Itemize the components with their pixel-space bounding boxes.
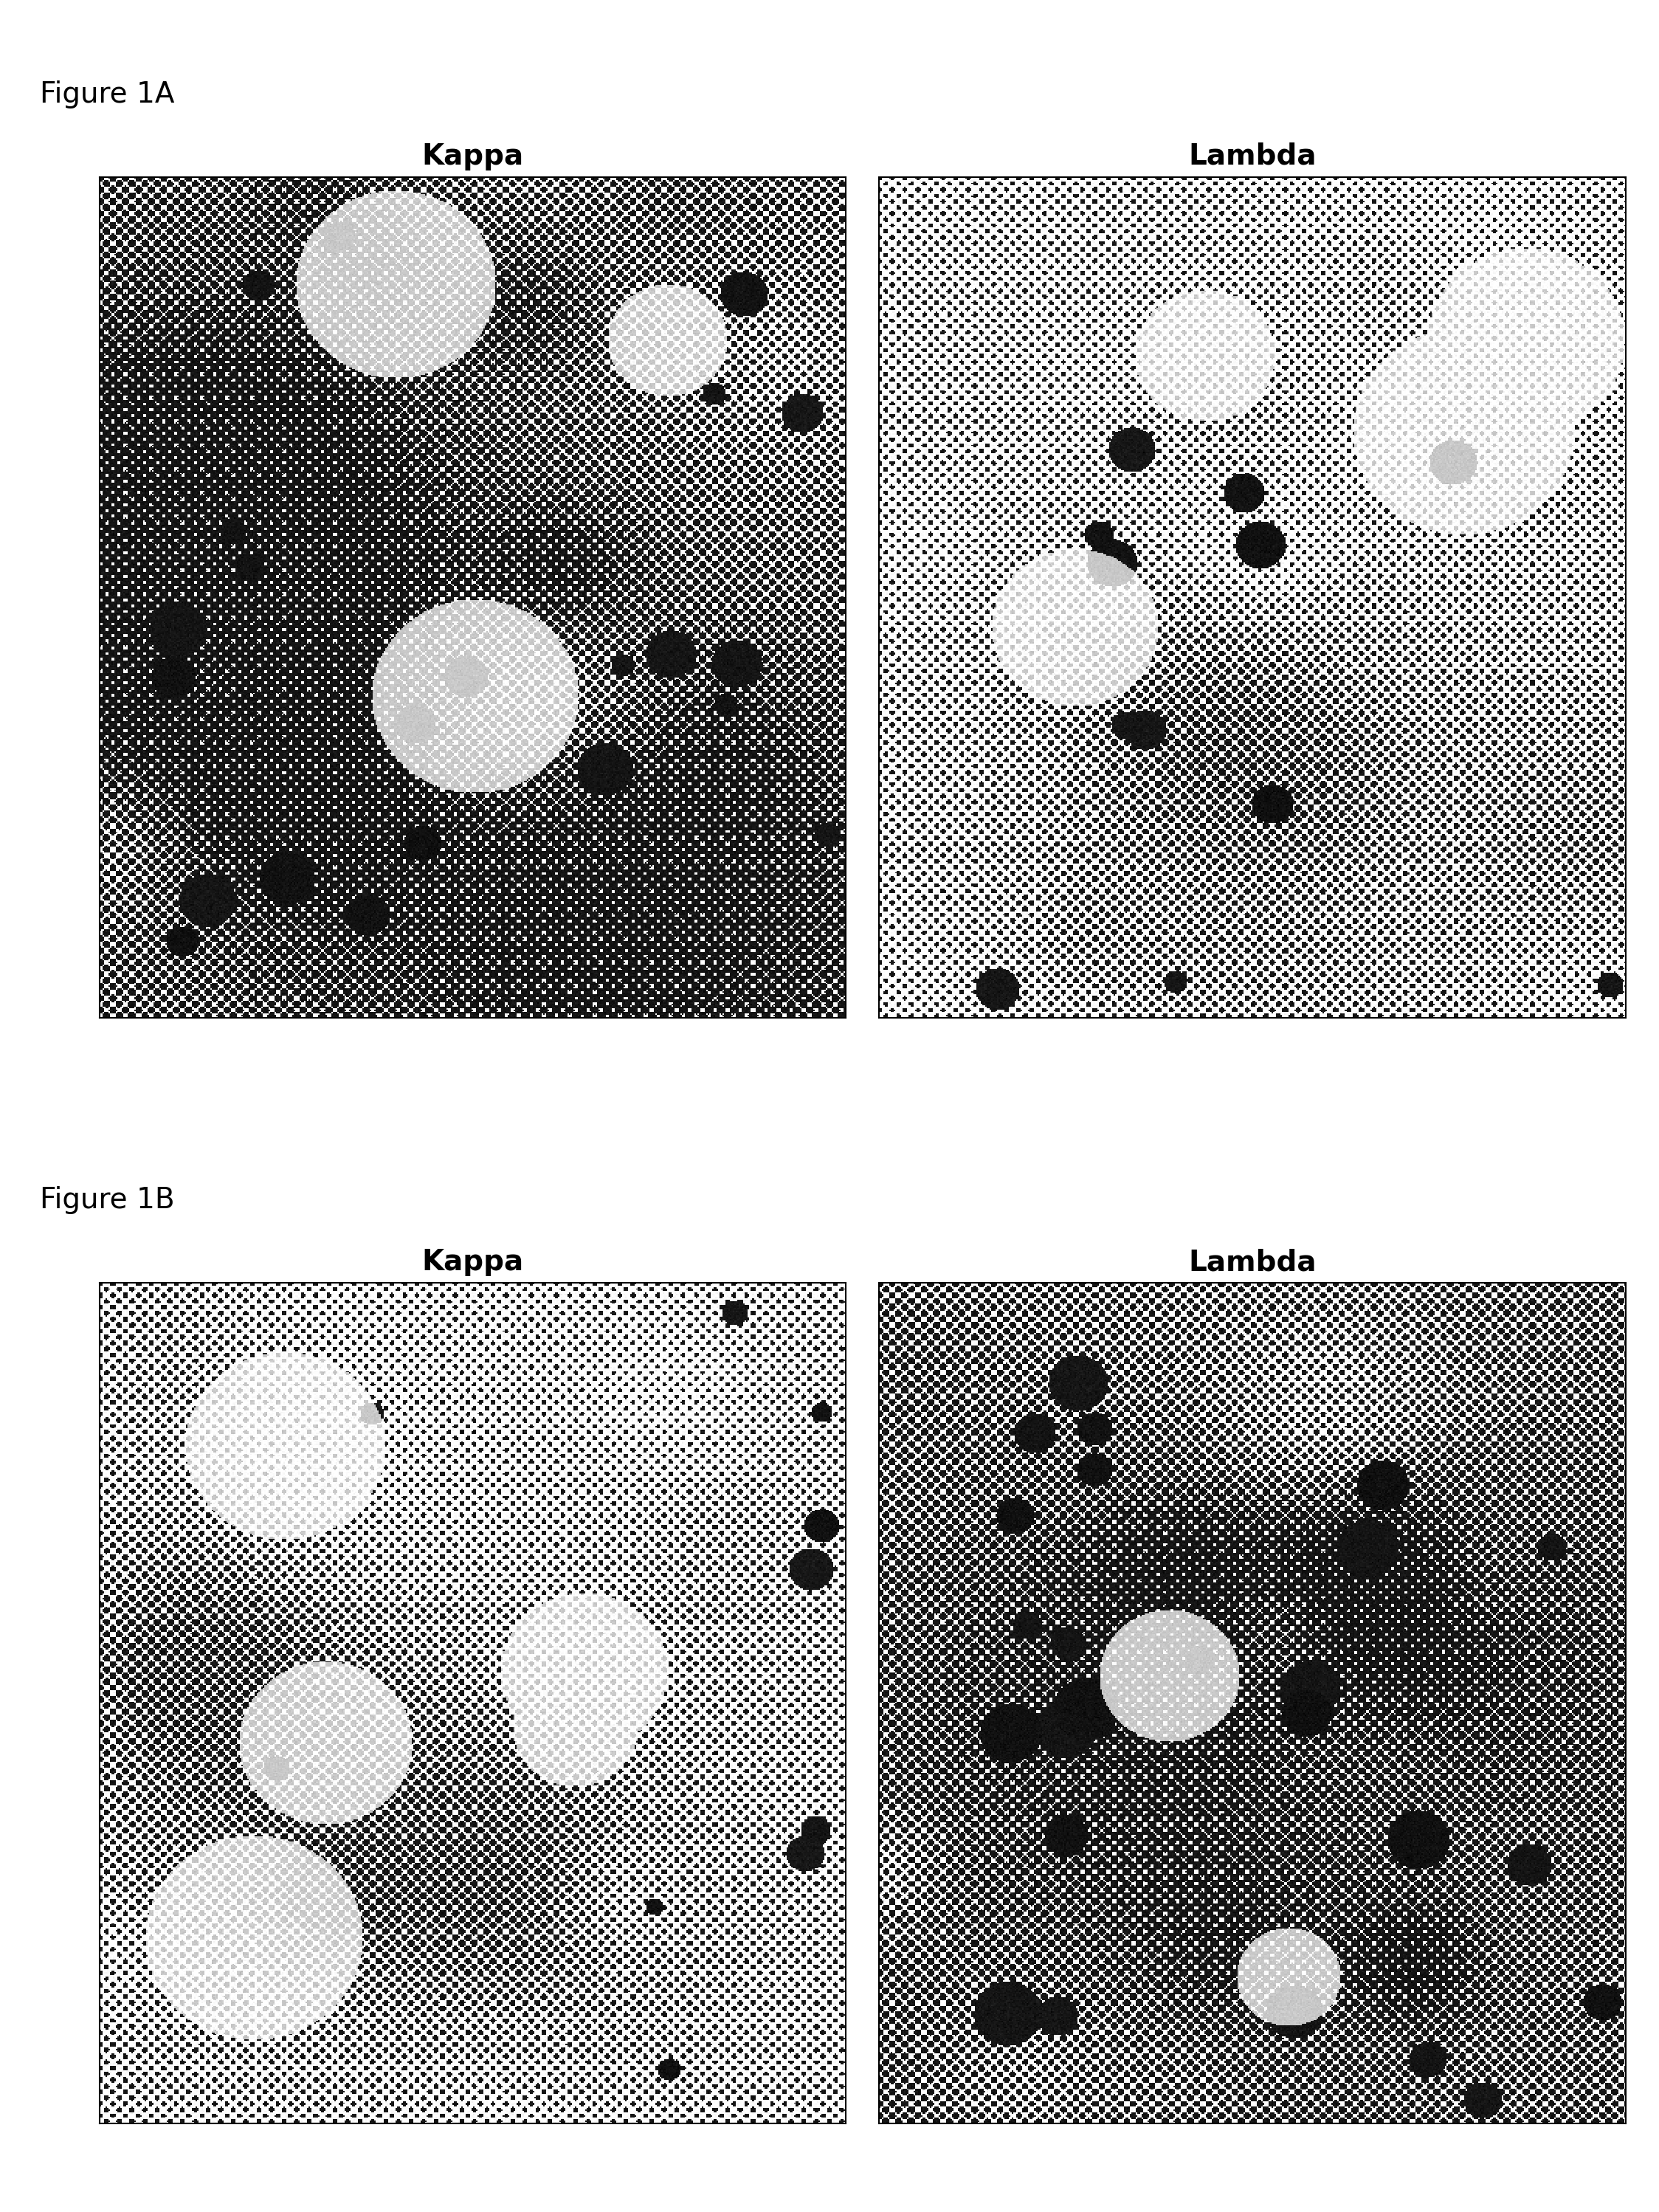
Text: Lambda: Lambda: [1188, 1248, 1317, 1276]
Text: Kappa: Kappa: [421, 142, 524, 170]
Text: Figure 1A: Figure 1A: [40, 80, 174, 108]
Text: Kappa: Kappa: [421, 1248, 524, 1276]
Text: Figure 1B: Figure 1B: [40, 1186, 174, 1214]
Text: Lambda: Lambda: [1188, 142, 1317, 170]
